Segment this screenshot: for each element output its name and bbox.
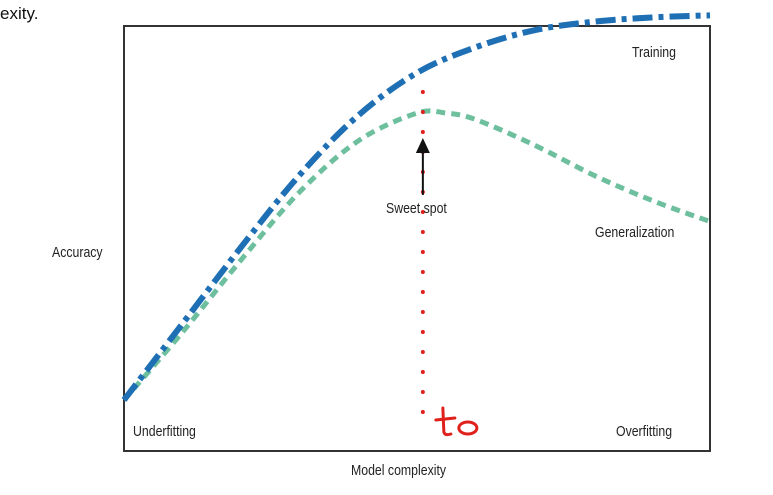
y-axis-label: Accuracy [52, 244, 103, 261]
overfitting-label: Overfitting [616, 423, 673, 440]
training-legend-label: Training [632, 44, 676, 61]
series-layer [121, 12, 711, 402]
annotation-layer [415, 90, 479, 437]
sweet-spot-arrow-head [415, 138, 430, 153]
generalization-legend-label: Generalization [595, 224, 675, 241]
clipped-caption-text: exity. [0, 4, 39, 23]
underfitting-label: Underfitting [133, 423, 196, 440]
plot-frame [123, 25, 711, 452]
x-axis-label: Model complexity [351, 462, 447, 479]
training-series-line [121, 12, 711, 402]
sweet-spot-label: Sweet spot [386, 200, 447, 217]
generalization-series-line [122, 108, 711, 402]
handwritten-to-marker [434, 406, 479, 437]
